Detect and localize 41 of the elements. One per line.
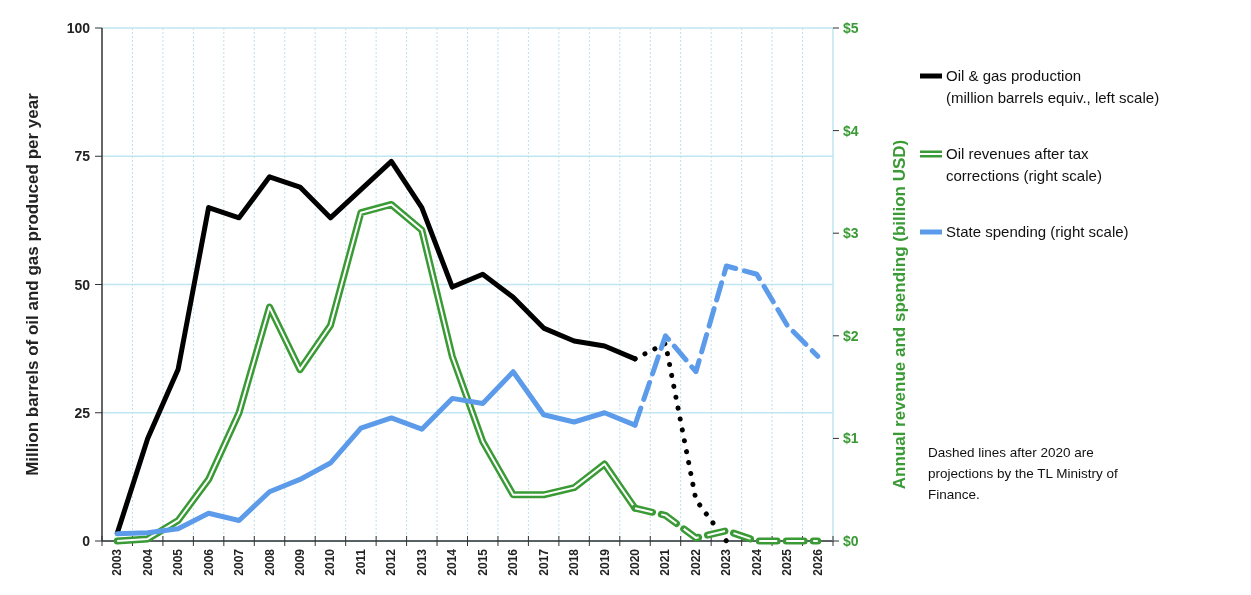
y-tick-label: 50 — [74, 276, 91, 293]
x-tick-label: 2005 — [171, 548, 186, 576]
x-tick-label: 2025 — [780, 548, 795, 576]
x-tick-label: 2007 — [232, 548, 247, 576]
y2-tick-label: $3 — [843, 225, 859, 242]
x-tick-label: 2020 — [628, 548, 643, 576]
x-tick-label: 2008 — [262, 548, 277, 576]
y2-tick-label: $4 — [843, 122, 859, 139]
x-tick-label: 2010 — [323, 548, 338, 576]
x-tick-label: 2014 — [445, 548, 460, 576]
y-tick-label: 25 — [74, 404, 91, 421]
x-tick-label: 2021 — [658, 548, 673, 576]
y2-tick-label: $0 — [843, 533, 859, 549]
y-axis-title: Million barrels of oil and gas produced per year — [23, 92, 42, 476]
x-tick-label: 2015 — [475, 548, 490, 576]
x-tick-label: 2006 — [201, 548, 216, 576]
y2-tick-label: $2 — [843, 327, 859, 344]
x-tick-label: 2012 — [384, 548, 399, 576]
x-tick-label: 2004 — [140, 548, 155, 576]
x-tick-label: 2003 — [110, 548, 125, 576]
x-tick-label: 2026 — [810, 548, 825, 576]
y2-tick-label: $5 — [843, 20, 859, 36]
x-tick-label: 2013 — [414, 548, 429, 576]
x-tick-label: 2011 — [353, 548, 368, 576]
x-tick-label: 2023 — [719, 548, 734, 576]
x-tick-label: 2019 — [597, 548, 612, 576]
y-tick-label: 0 — [82, 533, 91, 549]
y2-axis-title: Annual revenue and spending (billion USD) — [890, 139, 909, 490]
x-tick-label: 2016 — [506, 548, 521, 576]
text: Dashed lines after 2020 are projections by the TL Ministry of Finance. — [928, 445, 1119, 502]
x-tick-label: 2009 — [292, 548, 307, 576]
legend-label: Oil revenues after tax corrections (right scale) — [946, 145, 1102, 184]
x-tick-label: 2024 — [749, 548, 764, 576]
legend-label: Oil & gas production (million barrels equiv., left scale) — [946, 67, 1160, 106]
legend-label: State spending (right scale) — [946, 223, 1129, 240]
x-tick-label: 2017 — [536, 548, 551, 576]
y-tick-label: 75 — [74, 148, 91, 165]
x-tick-label: 2018 — [567, 548, 582, 576]
y-tick-label: 100 — [66, 20, 91, 36]
x-tick-label: 2022 — [688, 548, 703, 576]
y2-tick-label: $1 — [843, 430, 859, 447]
